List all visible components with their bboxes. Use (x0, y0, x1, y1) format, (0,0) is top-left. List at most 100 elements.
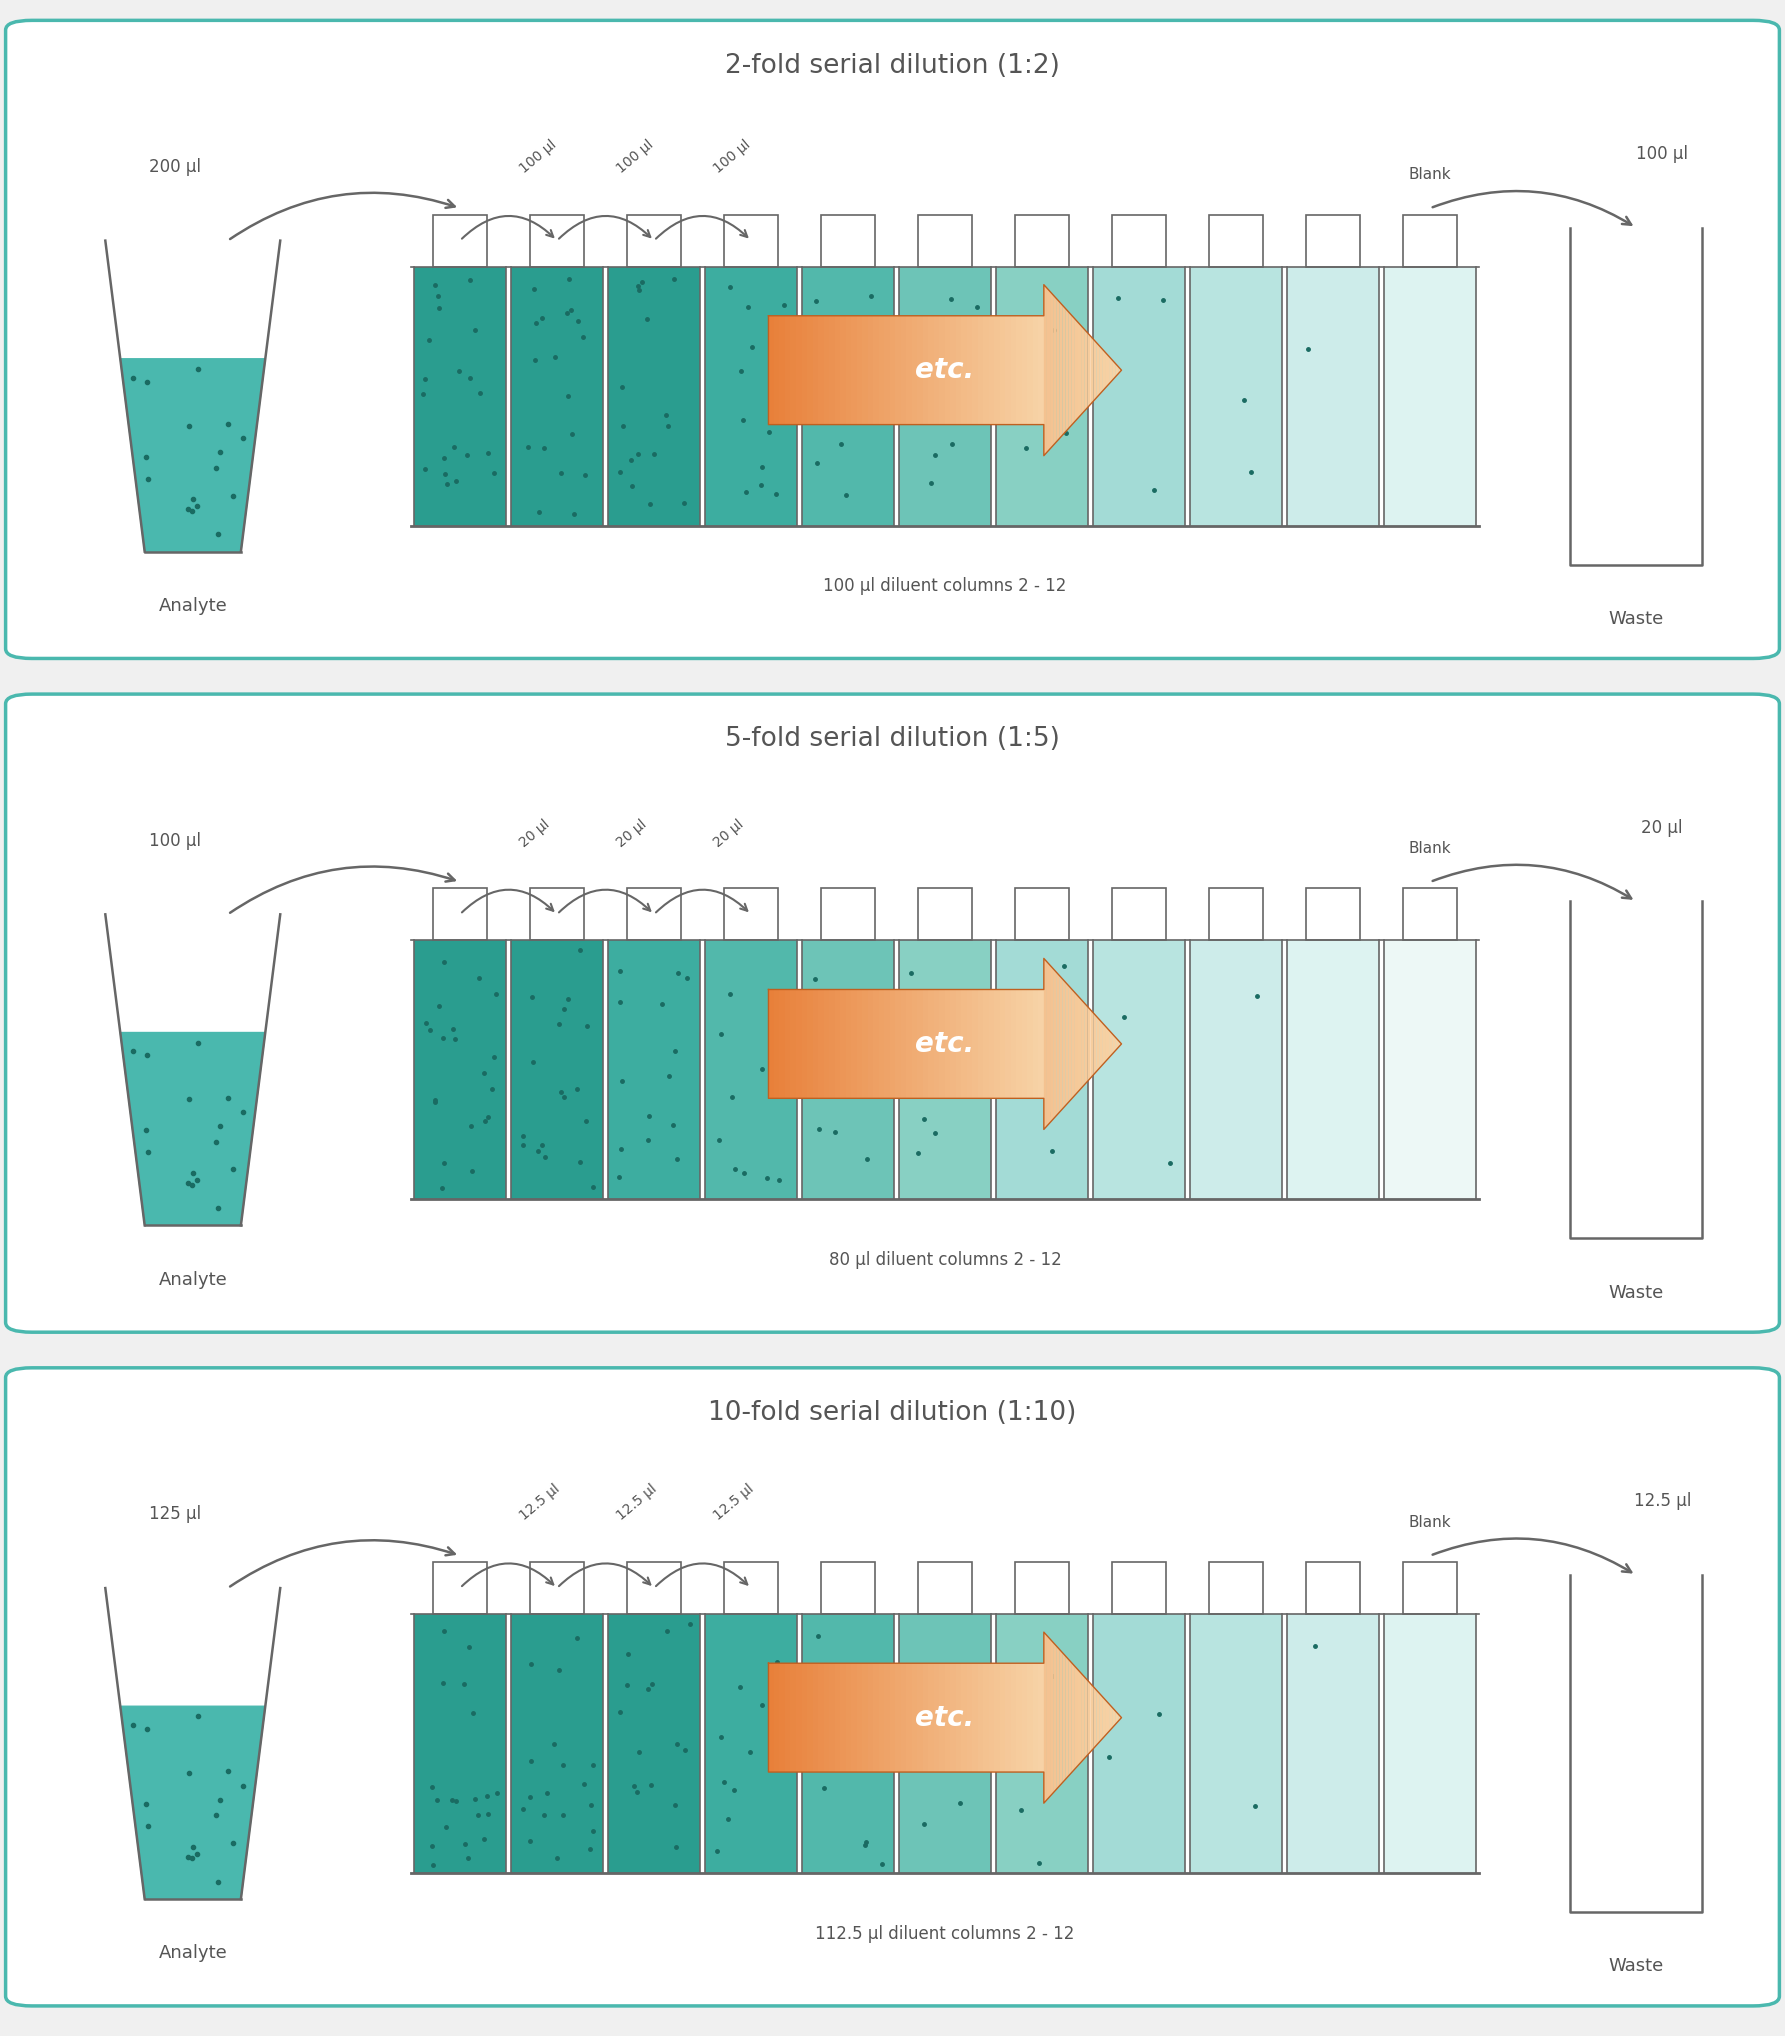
Bar (1191, 1615, 1282, 1873)
Polygon shape (841, 316, 846, 426)
Text: Waste: Waste (1608, 611, 1664, 627)
Polygon shape (851, 316, 857, 426)
Polygon shape (1103, 1024, 1107, 1065)
Bar (414, 941, 505, 1199)
Polygon shape (812, 989, 818, 1097)
Polygon shape (1096, 1690, 1100, 1745)
Polygon shape (1034, 1663, 1039, 1771)
Polygon shape (1075, 994, 1078, 1095)
Polygon shape (1000, 989, 1005, 1097)
Polygon shape (1005, 316, 1010, 426)
Polygon shape (846, 989, 851, 1097)
Polygon shape (1107, 1026, 1108, 1061)
Polygon shape (1103, 350, 1107, 391)
Polygon shape (812, 316, 818, 426)
Polygon shape (960, 989, 967, 1097)
Text: 112.5 µl diluent columns 2 - 12: 112.5 µl diluent columns 2 - 12 (816, 1924, 1075, 1942)
Polygon shape (934, 1663, 939, 1771)
Polygon shape (791, 1663, 796, 1771)
Polygon shape (984, 1663, 989, 1771)
Polygon shape (791, 989, 796, 1097)
Polygon shape (894, 316, 901, 426)
Bar (996, 1615, 1087, 1873)
Polygon shape (917, 316, 923, 426)
Polygon shape (955, 316, 960, 426)
Polygon shape (780, 989, 785, 1097)
Text: 100 µl diluent columns 2 - 12: 100 µl diluent columns 2 - 12 (823, 578, 1067, 595)
Polygon shape (1066, 981, 1069, 1106)
Bar (821, 1562, 875, 1615)
Bar (705, 941, 796, 1199)
Bar (705, 1615, 796, 1873)
Polygon shape (1083, 1004, 1087, 1085)
Polygon shape (889, 316, 894, 426)
Polygon shape (1010, 989, 1016, 1097)
Polygon shape (807, 316, 812, 426)
Polygon shape (1050, 965, 1053, 1122)
Text: Analyte: Analyte (159, 597, 227, 615)
Text: Analyte: Analyte (159, 1270, 227, 1289)
Bar (434, 888, 487, 941)
Polygon shape (955, 989, 960, 1097)
Polygon shape (1069, 312, 1071, 428)
Text: 12.5 µl: 12.5 µl (614, 1482, 660, 1523)
Polygon shape (780, 316, 785, 426)
Polygon shape (862, 1663, 868, 1771)
Text: 100 µl: 100 µl (518, 136, 559, 175)
Polygon shape (862, 316, 868, 426)
Polygon shape (1044, 285, 1048, 456)
Polygon shape (934, 989, 939, 1097)
Polygon shape (1096, 1016, 1100, 1071)
Polygon shape (907, 1663, 912, 1771)
Polygon shape (1078, 1670, 1082, 1765)
Polygon shape (818, 316, 823, 426)
Text: 80 µl diluent columns 2 - 12: 80 µl diluent columns 2 - 12 (828, 1252, 1062, 1268)
Polygon shape (120, 358, 266, 552)
Polygon shape (878, 989, 884, 1097)
Text: Waste: Waste (1608, 1283, 1664, 1301)
Polygon shape (851, 989, 857, 1097)
Polygon shape (1028, 1663, 1034, 1771)
Polygon shape (884, 316, 889, 426)
Polygon shape (955, 1663, 960, 1771)
Polygon shape (1071, 989, 1075, 1099)
Polygon shape (1119, 366, 1121, 373)
Text: 12.5 µl: 12.5 µl (1633, 1492, 1690, 1511)
Polygon shape (1048, 1635, 1050, 1800)
Polygon shape (835, 989, 841, 1097)
Text: 100 µl: 100 µl (150, 831, 202, 849)
Text: 100 µl: 100 µl (614, 136, 657, 175)
Polygon shape (775, 989, 780, 1097)
Polygon shape (1082, 1674, 1083, 1761)
Polygon shape (868, 316, 873, 426)
Polygon shape (989, 316, 994, 426)
Polygon shape (917, 989, 923, 1097)
Polygon shape (1066, 309, 1069, 432)
Bar (1092, 1615, 1185, 1873)
Polygon shape (785, 1663, 791, 1771)
Polygon shape (1062, 305, 1066, 436)
Polygon shape (1044, 959, 1048, 1130)
Polygon shape (950, 316, 955, 426)
Polygon shape (1062, 1653, 1066, 1784)
Polygon shape (901, 1663, 907, 1771)
Bar (530, 1562, 584, 1615)
Polygon shape (857, 316, 862, 426)
Polygon shape (939, 316, 944, 426)
Polygon shape (1048, 287, 1050, 452)
Polygon shape (841, 1663, 846, 1771)
Bar (1307, 1562, 1360, 1615)
Bar (1208, 888, 1262, 941)
Polygon shape (835, 1663, 841, 1771)
Polygon shape (917, 1663, 923, 1771)
Polygon shape (1087, 1006, 1091, 1081)
Polygon shape (973, 989, 978, 1097)
Bar (1208, 1562, 1262, 1615)
Polygon shape (901, 989, 907, 1097)
Polygon shape (835, 316, 841, 426)
Bar (821, 888, 875, 941)
Polygon shape (912, 989, 917, 1097)
Polygon shape (1069, 1659, 1071, 1775)
Polygon shape (1021, 1663, 1028, 1771)
Polygon shape (846, 1663, 851, 1771)
